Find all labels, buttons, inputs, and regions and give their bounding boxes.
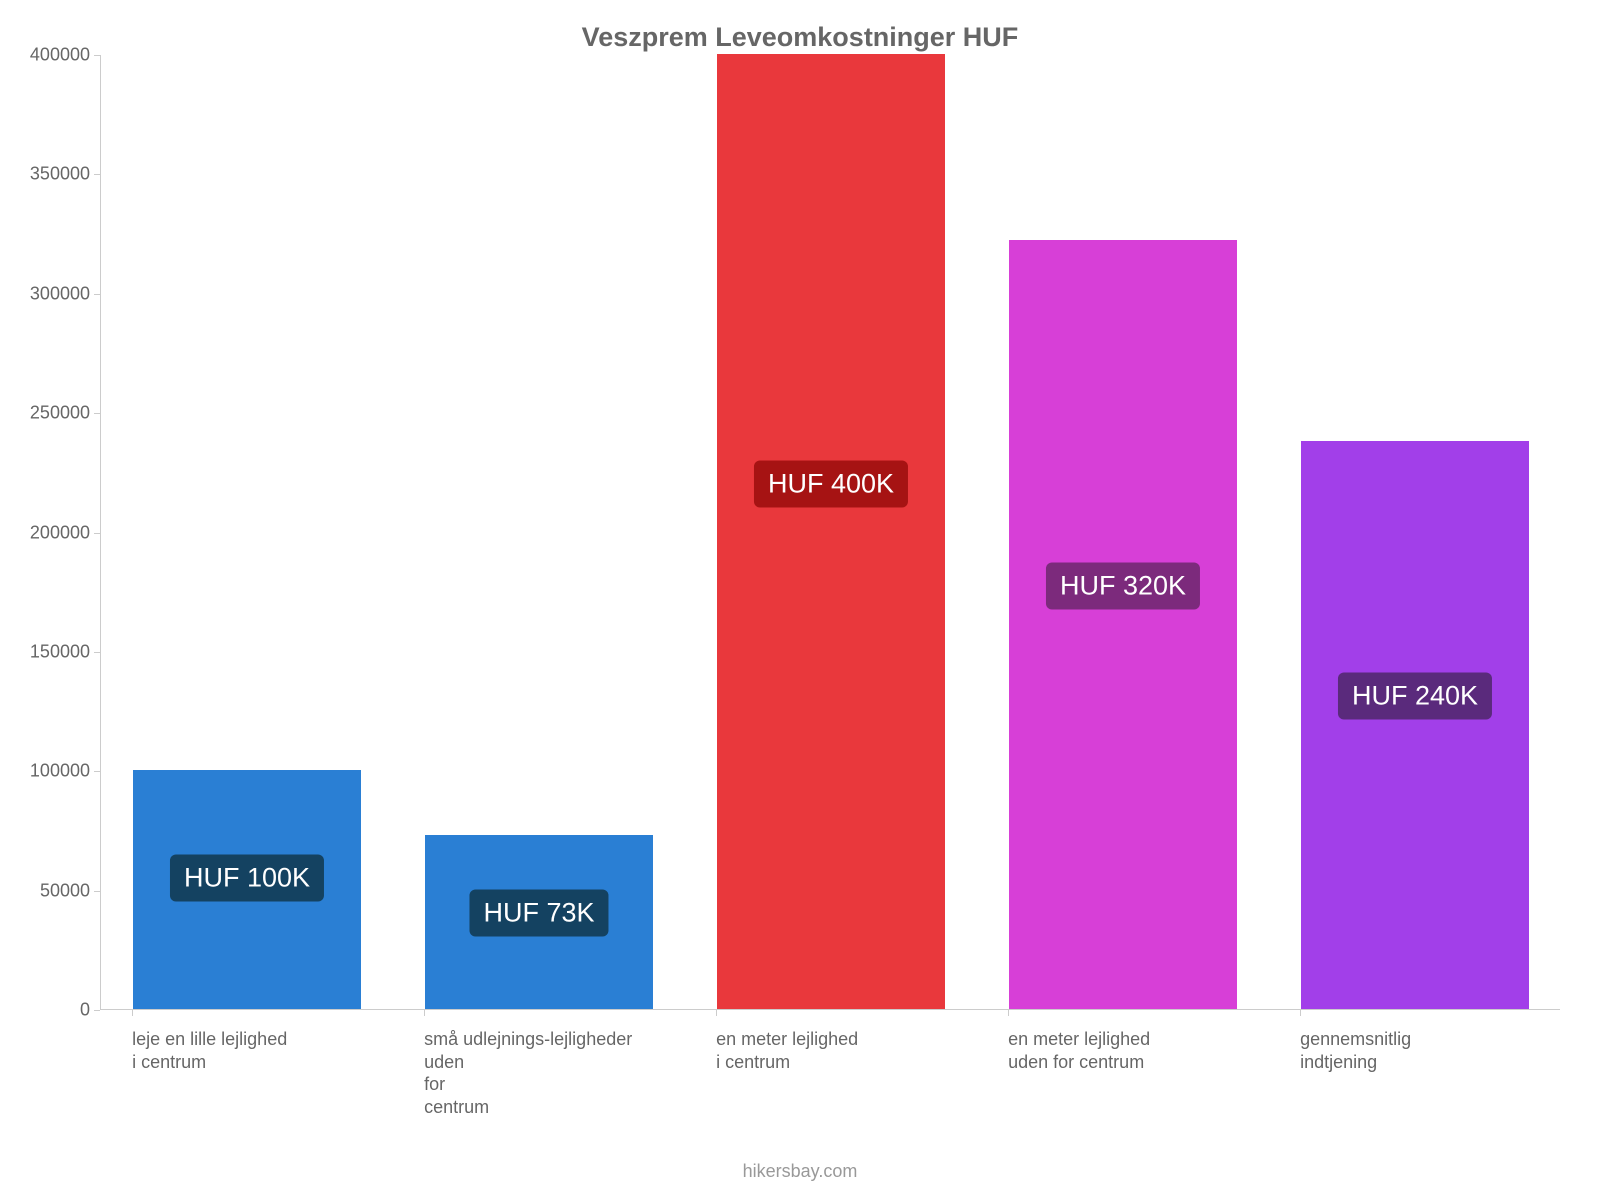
y-axis-tick-mark (94, 891, 100, 892)
y-axis-tick-mark (94, 652, 100, 653)
y-axis-tick-label: 300000 (30, 283, 90, 304)
category-label: en meter lejlighed i centrum (716, 1028, 858, 1073)
x-axis-tick-mark (1008, 1010, 1009, 1016)
value-badge: HUF 400K (754, 460, 908, 507)
y-axis-tick-label: 200000 (30, 522, 90, 543)
y-axis-tick-mark (94, 413, 100, 414)
y-axis-tick-label: 100000 (30, 761, 90, 782)
y-axis-tick-mark (94, 174, 100, 175)
bar (1301, 441, 1529, 1009)
x-axis-tick-mark (424, 1010, 425, 1016)
plot-area: HUF 100K HUF 73K HUF 400K HUF 320K HUF 240K (100, 55, 1560, 1010)
credit-text: hikersbay.com (0, 1161, 1600, 1182)
chart-title: Veszprem Leveomkostninger HUF (0, 22, 1600, 53)
category-label: leje en lille lejlighed i centrum (132, 1028, 287, 1073)
y-axis-tick-mark (94, 294, 100, 295)
y-axis-tick-mark (94, 1010, 100, 1011)
y-axis-tick-label: 250000 (30, 403, 90, 424)
x-axis-tick-mark (716, 1010, 717, 1016)
y-axis-tick-mark (94, 771, 100, 772)
y-axis-tick-label: 150000 (30, 641, 90, 662)
category-label: små udlejnings-lejligheder uden for cent… (424, 1028, 632, 1118)
bar (1009, 240, 1237, 1009)
value-badge: HUF 73K (469, 890, 608, 937)
value-badge: HUF 240K (1338, 673, 1492, 720)
y-axis-tick-mark (94, 533, 100, 534)
y-axis-tick-mark (94, 55, 100, 56)
y-axis-tick-label: 350000 (30, 164, 90, 185)
category-label: gennemsnitlig indtjening (1300, 1028, 1411, 1073)
x-axis-tick-mark (1300, 1010, 1301, 1016)
y-axis-tick-label: 0 (80, 1000, 90, 1021)
y-axis-tick-label: 400000 (30, 45, 90, 66)
cost-of-living-bar-chart: Veszprem Leveomkostninger HUF HUF 100KHU… (0, 0, 1600, 1200)
value-badge: HUF 320K (1046, 563, 1200, 610)
category-label: en meter lejlighed uden for centrum (1008, 1028, 1150, 1073)
value-badge: HUF 100K (170, 854, 324, 901)
y-axis-tick-label: 50000 (40, 880, 90, 901)
x-axis-tick-mark (132, 1010, 133, 1016)
bar (717, 54, 945, 1009)
